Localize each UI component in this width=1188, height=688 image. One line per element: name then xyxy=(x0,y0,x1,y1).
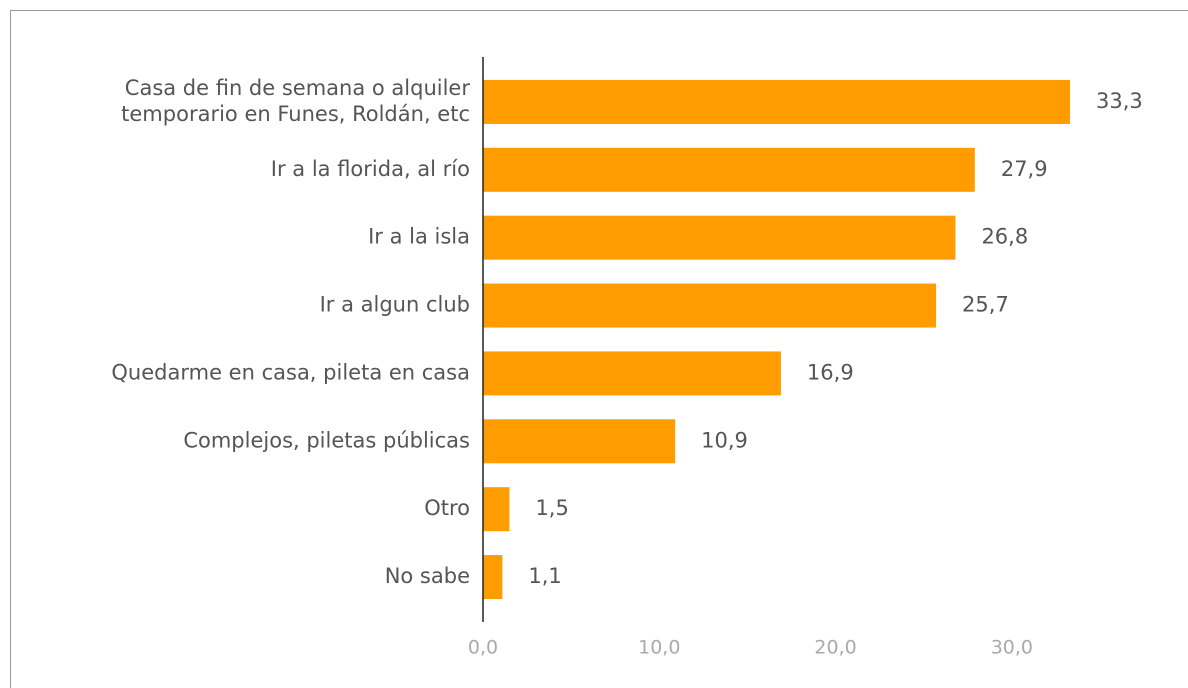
value-label: 1,5 xyxy=(535,496,568,520)
bar xyxy=(483,79,1071,124)
bar xyxy=(483,215,956,260)
y-tick-label: Quedarme en casa, pileta en casa xyxy=(111,360,470,384)
value-label: 27,9 xyxy=(1001,157,1048,181)
x-tick-label: 10,0 xyxy=(638,637,680,659)
bar xyxy=(483,487,510,532)
value-label: 25,7 xyxy=(962,293,1009,317)
bar xyxy=(483,283,937,328)
value-label: 10,9 xyxy=(701,428,748,452)
x-tick-label: 30,0 xyxy=(991,637,1033,659)
x-tick-label: 20,0 xyxy=(814,637,856,659)
y-tick-label: Ir a la isla xyxy=(368,225,470,249)
value-label: 1,1 xyxy=(528,564,561,588)
bar xyxy=(483,419,676,464)
y-tick-label: No sabe xyxy=(385,564,470,588)
y-tick-label: Complejos, piletas públicas xyxy=(183,428,470,452)
y-tick-label: Casa de fin de semana o alquiler temporar… xyxy=(121,76,470,126)
value-label: 26,8 xyxy=(981,225,1028,249)
bar xyxy=(483,351,781,396)
bar xyxy=(483,147,975,192)
value-label: 16,9 xyxy=(807,360,854,384)
y-tick-label: Otro xyxy=(424,496,470,520)
y-tick-label: Ir a la florida, al río xyxy=(271,157,470,181)
value-label: 33,3 xyxy=(1096,89,1143,113)
frame xyxy=(10,10,1188,688)
x-tick-label: 0,0 xyxy=(468,637,498,659)
bar xyxy=(483,555,503,600)
y-tick-label: Ir a algun club xyxy=(320,293,470,317)
